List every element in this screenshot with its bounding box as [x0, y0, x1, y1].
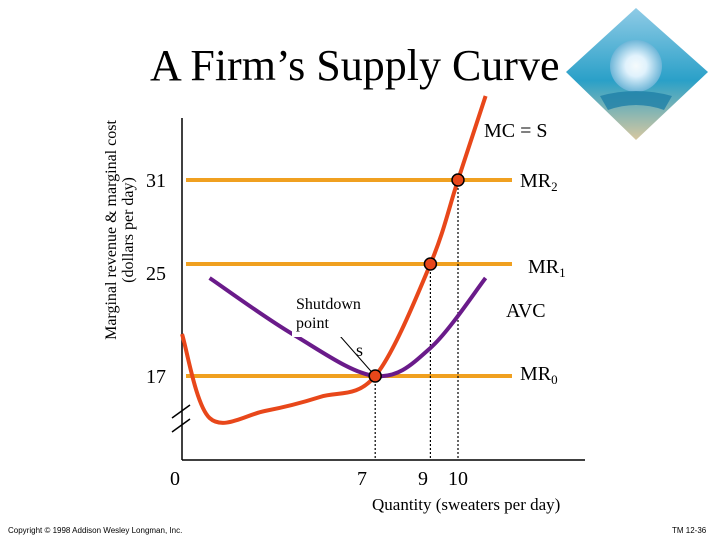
slide-number: TM 12-36 [672, 526, 707, 535]
x-tick-7: 7 [357, 468, 367, 490]
x-tick-0: 0 [170, 468, 180, 490]
x-tick-10: 10 [448, 468, 468, 490]
mr2-label: MR2 [520, 170, 558, 195]
point-2 [451, 173, 465, 187]
shutdown-point-annotation: Shutdown point [292, 293, 378, 337]
axis-break-mark-2 [171, 418, 191, 433]
mc-label: MC = S [484, 120, 548, 142]
mr1-label: MR1 [528, 256, 566, 281]
chart-title: A Firm’s Supply Curve [150, 41, 560, 90]
mc-curve [180, 95, 488, 425]
mr1-label-sub: 1 [559, 265, 566, 280]
mr0-label-text: MR [520, 363, 552, 385]
mr0-label: MR0 [520, 363, 558, 388]
avc-label: AVC [506, 300, 546, 322]
x-tick-9: 9 [418, 468, 428, 490]
point-1 [423, 257, 438, 271]
point-0 [368, 369, 382, 383]
y-tick-17: 17 [146, 366, 166, 388]
x-axis-label: Quantity (sweaters per day) [372, 495, 561, 514]
mr2-label-text: MR [520, 170, 552, 192]
y-tick-25: 25 [146, 263, 166, 285]
y-tick-31: 31 [146, 170, 166, 192]
point-s-label: s [356, 340, 364, 360]
copyright-text: Copyright © 1998 Addison Wesley Longman,… [8, 526, 183, 535]
mr2-label-sub: 2 [551, 179, 558, 194]
shutdown-pointer [339, 335, 376, 377]
mr0-label-sub: 0 [551, 372, 558, 387]
axis-break-mark-1 [171, 404, 191, 419]
mr1-label-text: MR [528, 256, 560, 278]
